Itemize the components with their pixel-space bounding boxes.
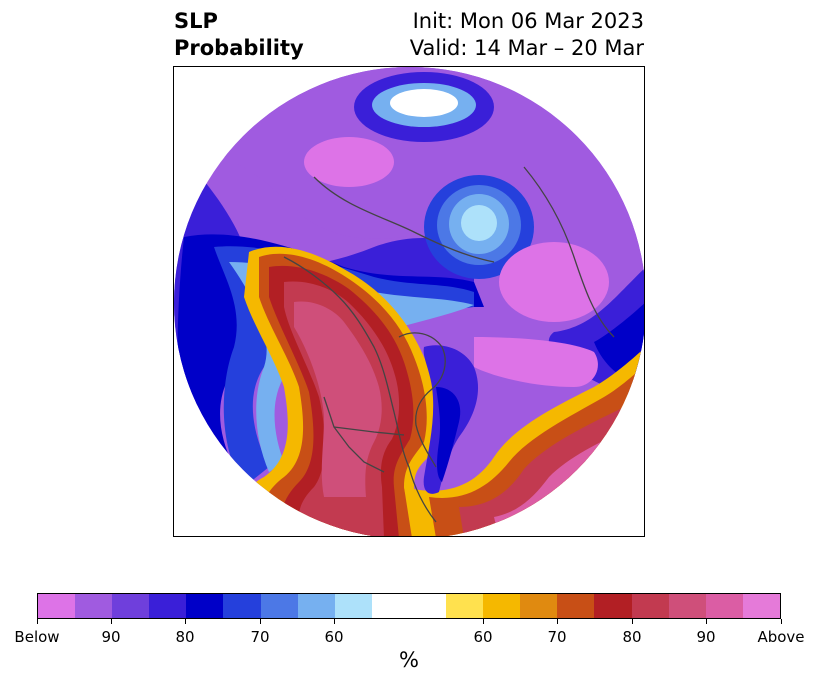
- colorbar-segment: [186, 594, 224, 618]
- colorbar-segment: [334, 594, 372, 618]
- colorbar-segment: [520, 594, 558, 618]
- colorbar-segment: [742, 594, 780, 618]
- colorbar-tick-mark: [706, 619, 707, 624]
- colorbar-tick-mark: [557, 619, 558, 624]
- colorbar-segment: [297, 594, 335, 618]
- colorbar-segment: [446, 594, 484, 618]
- colorbar-segment: [668, 594, 706, 618]
- polar-map-svg: [174, 67, 644, 536]
- colorbar-tick-label: 60: [473, 628, 493, 646]
- title-line-1: SLP: [174, 9, 218, 33]
- coastline-hudson-bay: [398, 332, 446, 468]
- colorbar-tick-mark: [185, 619, 186, 624]
- colorbar-segment: [705, 594, 743, 618]
- field-arctic-low-core: [461, 205, 497, 241]
- field-top-low-core: [390, 89, 458, 117]
- colorbar-segment: [38, 594, 76, 618]
- probability-map: [173, 66, 645, 537]
- colorbar-tick-mark: [781, 619, 782, 624]
- colorbar-segment: [557, 594, 595, 618]
- coastlines: [283, 166, 615, 523]
- colorbar-segment: [483, 594, 521, 618]
- colorbar-segment: [260, 594, 298, 618]
- coastline-arctic: [313, 176, 495, 263]
- colorbar-unit: %: [399, 648, 419, 672]
- colorbar: [37, 593, 781, 619]
- colorbar-tick-label: 90: [101, 628, 121, 646]
- valid-range: Valid: 14 Mar – 20 Mar: [409, 36, 644, 60]
- colorbar-segment: [149, 594, 187, 618]
- field-patch-north-1: [304, 137, 394, 187]
- colorbar-tick-mark: [111, 619, 112, 624]
- colorbar-tick-label: 60: [324, 628, 344, 646]
- colorbar-segment: [631, 594, 669, 618]
- field-cold-tongue-core: [436, 387, 461, 482]
- field-warm-rose: [294, 301, 382, 497]
- init-date: Init: Mon 06 Mar 2023: [412, 9, 644, 33]
- coastline-eurasia: [523, 166, 615, 338]
- probability-field: [174, 67, 644, 536]
- title-line-2: Probability: [174, 36, 304, 60]
- colorbar-tick-mark: [334, 619, 335, 624]
- coastline-north-america-west: [283, 256, 437, 523]
- colorbar-tick-label: 80: [622, 628, 642, 646]
- colorbar-tick-label: Below: [14, 628, 60, 646]
- colorbar-segment: [112, 594, 150, 618]
- colorbar-tick-mark: [632, 619, 633, 624]
- colorbar-tick-mark: [483, 619, 484, 624]
- colorbar-segment: [223, 594, 261, 618]
- map-title: SLP Probability: [174, 8, 304, 62]
- colorbar-tick-label: 90: [696, 628, 716, 646]
- border-lines: [333, 426, 405, 436]
- field-west-ring: [174, 147, 474, 536]
- state-borders: [323, 396, 385, 473]
- colorbar-segment: [594, 594, 632, 618]
- colorbar-tick-mark: [37, 619, 38, 624]
- colorbar-segment: [371, 594, 447, 618]
- colorbar-tick-label: 80: [175, 628, 195, 646]
- field-patch-east-2: [474, 337, 598, 387]
- colorbar-tick-label: Above: [757, 628, 805, 646]
- colorbar-segment: [75, 594, 113, 618]
- colorbar-tick-mark: [260, 619, 261, 624]
- colorbar-tick-label: 70: [250, 628, 270, 646]
- colorbar-tick-label: 70: [547, 628, 567, 646]
- date-info: Init: Mon 06 Mar 2023 Valid: 14 Mar – 20…: [410, 8, 644, 62]
- field-patch-east-1: [499, 242, 609, 322]
